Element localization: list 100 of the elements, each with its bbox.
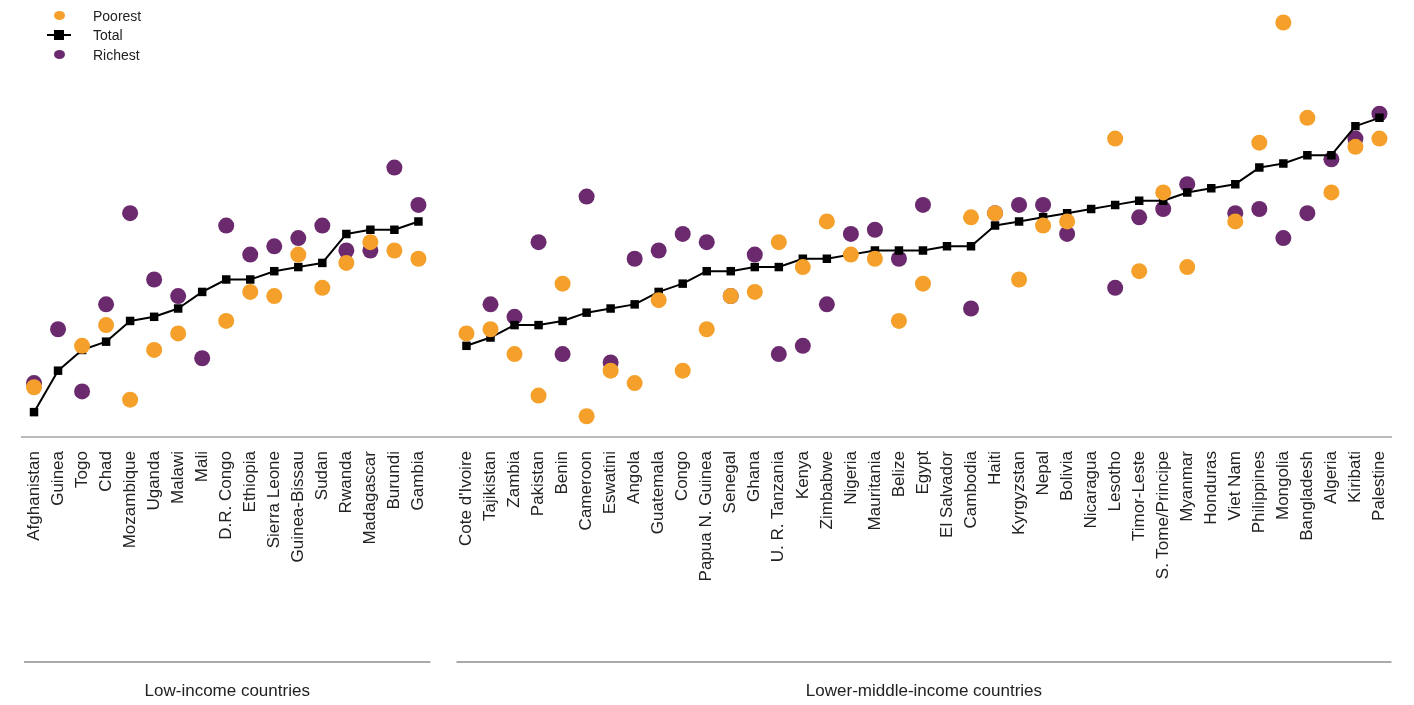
point [866,250,883,267]
point [914,196,931,213]
point [674,225,691,242]
point [963,300,980,317]
point [98,296,115,313]
point [1275,14,1292,31]
point [414,217,423,226]
x-tick-label: Congo [672,451,692,502]
point [558,316,567,326]
point [1251,134,1268,151]
x-tick-label: Angola [624,450,644,504]
point [1227,213,1244,230]
point [74,383,91,400]
x-tick-label: Mauritania [864,450,884,531]
point [290,246,307,263]
x-tick-label: Ethiopia [239,450,259,513]
point [242,246,259,263]
point [794,259,811,276]
point [534,320,543,330]
point [221,275,231,284]
x-tick-label: Haiti [984,451,1004,486]
point [818,296,835,313]
x-tick-label: Tajikistan [480,451,500,521]
point [26,379,43,396]
point [146,271,163,288]
point [698,321,715,338]
point [173,304,183,313]
point [146,341,163,358]
x-tick-label: Nigeria [840,450,860,505]
point [626,250,643,267]
x-tick-label: Nepal [1032,451,1052,496]
x-tick-label: Papua N. Guinea [696,450,716,582]
point [218,217,235,234]
point [1255,163,1264,172]
x-tick-label: Togo [71,451,91,488]
point [966,242,976,251]
x-tick-label: Benin [552,451,572,495]
x-tick-label: Ghana [744,450,764,503]
x-tick-label: Cote d'Ivoire [456,451,476,546]
x-tick-label: Afghanistan [23,451,43,541]
point [122,391,139,408]
point [866,221,883,238]
legend-label: Poorest [93,7,142,24]
x-tick-label: Senegal [720,451,740,514]
point [1035,217,1052,234]
point [963,209,980,226]
point [554,346,571,363]
point [990,221,1000,230]
text: Low-income countries [144,680,310,700]
point [386,159,403,176]
x-tick-label: Belize [888,451,908,498]
x-tick-label: Kyrgyzstan [1008,451,1028,536]
x-tick-label: Myanmar [1176,450,1196,522]
x-tick-label: Madagascar [360,450,380,545]
x-tick-label: Zambia [504,450,524,508]
point [290,230,307,247]
point [818,213,835,230]
point [1011,196,1028,213]
x-tick-label: Pakistan [528,451,548,517]
point [266,238,283,255]
x-tick-label: Guinea-Bissau [287,451,307,563]
point [462,341,471,351]
point [842,246,859,263]
point [630,300,639,309]
point [314,279,331,296]
point [918,246,928,255]
point [218,312,235,329]
point [602,362,619,379]
point [101,337,111,346]
point [650,292,667,309]
x-tick-label: Bolivia [1056,450,1076,502]
point [194,350,211,367]
x-tick-label: Egypt [912,450,932,495]
point [1014,217,1024,226]
point [242,283,259,300]
x-tick-label: Bangladesh [1297,451,1317,541]
point [1183,188,1192,197]
x-tick-label: Timor-Leste [1128,451,1148,542]
point [578,188,595,205]
point [606,304,615,313]
point [678,279,687,288]
point [318,258,327,268]
point [1299,109,1316,126]
x-tick-label: U. R. Tanzania [768,450,788,563]
point [842,225,859,242]
point [1179,259,1196,276]
point [1134,196,1144,205]
x-tick-label: Cambodia [960,450,980,529]
point [1351,121,1360,131]
point [1231,179,1240,189]
text: Lower-middle-income countries [805,680,1043,700]
x-tick-label: Nicaragua [1080,450,1100,529]
point [314,217,331,234]
point [1275,230,1292,247]
x-tick-label: Sierra Leone [263,451,283,549]
point [410,250,427,267]
point [366,225,375,234]
point [266,288,283,305]
x-tick-label: Palestine [1369,451,1389,521]
x-tick-label: Rwanda [336,450,356,514]
